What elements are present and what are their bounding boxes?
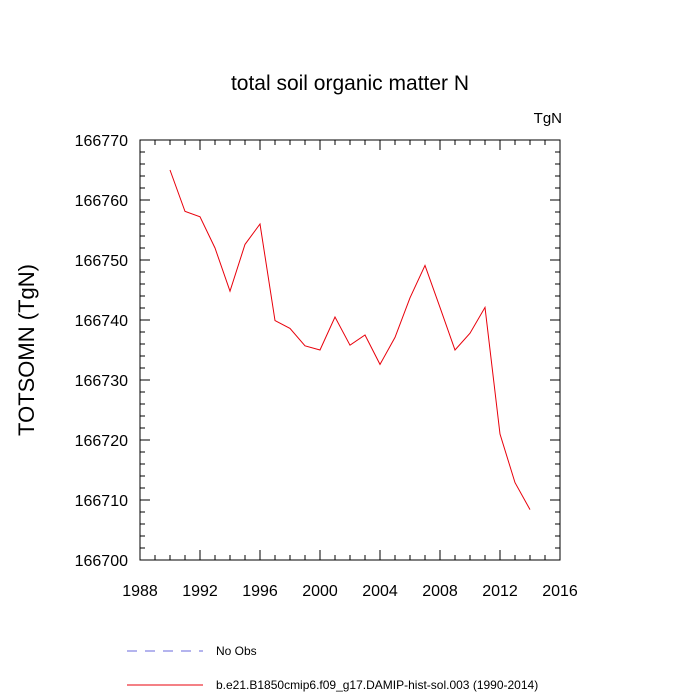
x-tick-label: 1992: [182, 583, 218, 600]
y-tick-label: 166730: [75, 373, 128, 390]
series-line: [169, 169, 531, 510]
y-tick-label: 166740: [75, 313, 128, 330]
x-tick-label: 2004: [362, 583, 398, 600]
x-tick-label: 1988: [122, 583, 158, 600]
y-axis-label: TOTSOMN (TgN): [14, 264, 39, 436]
y-tick-label: 166750: [75, 253, 128, 270]
legend: No Obs b.e21.B1850cmip6.f09_g17.DAMIP-his…: [127, 644, 538, 692]
axis-ticks: [139, 139, 561, 561]
x-tick-label: 2000: [302, 583, 338, 600]
chart-title: total soil organic matter N: [231, 72, 469, 95]
x-tick-label: 2016: [542, 583, 578, 600]
series-layer: [169, 169, 531, 510]
x-tick-label: 2008: [422, 583, 458, 600]
y-tick-label: 166720: [75, 433, 128, 450]
x-tick-label: 1996: [242, 583, 278, 600]
x-tick-label: 2012: [482, 583, 518, 600]
y-tick-label: 166770: [75, 133, 128, 150]
legend-label: No Obs: [216, 644, 257, 658]
legend-label: b.e21.B1850cmip6.f09_g17.DAMIP-hist-sol.…: [216, 678, 538, 692]
y-tick-label: 166710: [75, 493, 128, 510]
y-tick-label: 166700: [75, 553, 128, 570]
axis-tick-labels: 1988 1992 1996 2000 2004 2008 2012 2016 166700 16…: [75, 133, 578, 600]
units-label: TgN: [534, 110, 562, 127]
y-tick-label: 166760: [75, 193, 128, 210]
plot-frame: [139, 139, 561, 561]
